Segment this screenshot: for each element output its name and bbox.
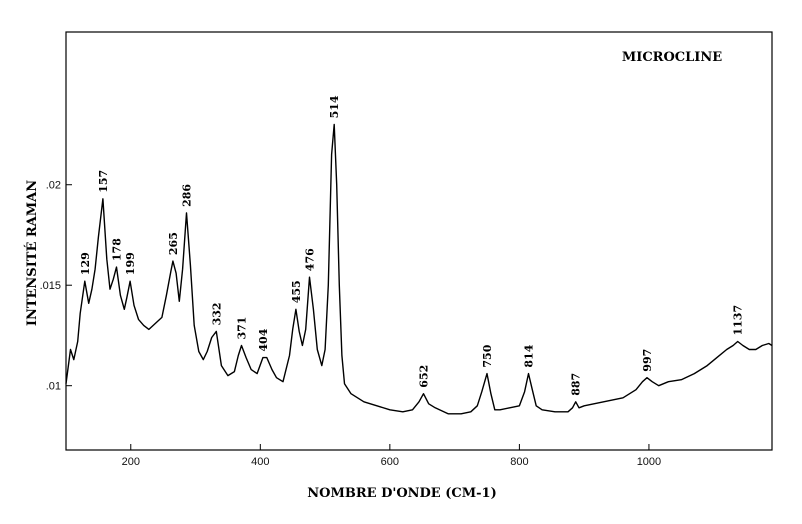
spectrum-line xyxy=(65,123,773,415)
x-tick-label: 800 xyxy=(510,456,528,468)
peak-label-199: 199 xyxy=(124,252,137,275)
peak-label-265: 265 xyxy=(167,232,180,255)
x-tick-label: 400 xyxy=(251,456,269,468)
y-axis-ticks: .01 .015 .02 xyxy=(40,180,72,393)
y-tick-label: .01 xyxy=(46,381,61,393)
peak-label-514: 514 xyxy=(328,95,341,118)
peak-label-814: 814 xyxy=(523,344,536,367)
peak-label-371: 371 xyxy=(236,317,249,340)
plot-frame xyxy=(65,31,773,451)
peak-label-178: 178 xyxy=(111,238,124,261)
peak-label-332: 332 xyxy=(210,302,223,325)
peak-label-1137: 1137 xyxy=(732,305,745,336)
peak-label-750: 750 xyxy=(481,344,494,367)
x-tick-label: 200 xyxy=(122,456,140,468)
peak-label-476: 476 xyxy=(304,248,317,271)
peak-label-129: 129 xyxy=(79,252,92,275)
x-axis-title: NOMBRE D'ONDE (CM-1) xyxy=(307,486,496,501)
peak-label-286: 286 xyxy=(181,184,194,207)
y-tick-label: .02 xyxy=(46,180,61,192)
peak-label-887: 887 xyxy=(570,373,583,396)
peak-label-455: 455 xyxy=(290,280,303,303)
peak-label-404: 404 xyxy=(257,328,270,351)
x-axis-ticks: 200 400 600 800 1000 xyxy=(122,444,661,468)
x-tick-label: 1000 xyxy=(637,456,661,468)
peak-label-997: 997 xyxy=(641,349,654,372)
peak-label-157: 157 xyxy=(97,170,110,193)
y-tick-label: .015 xyxy=(40,280,61,292)
chart-title: MICROCLINE xyxy=(622,50,722,65)
x-tick-label: 600 xyxy=(381,456,399,468)
peak-label-652: 652 xyxy=(418,365,431,388)
y-axis-title: INTENSITÉ RAMAN xyxy=(24,180,40,326)
